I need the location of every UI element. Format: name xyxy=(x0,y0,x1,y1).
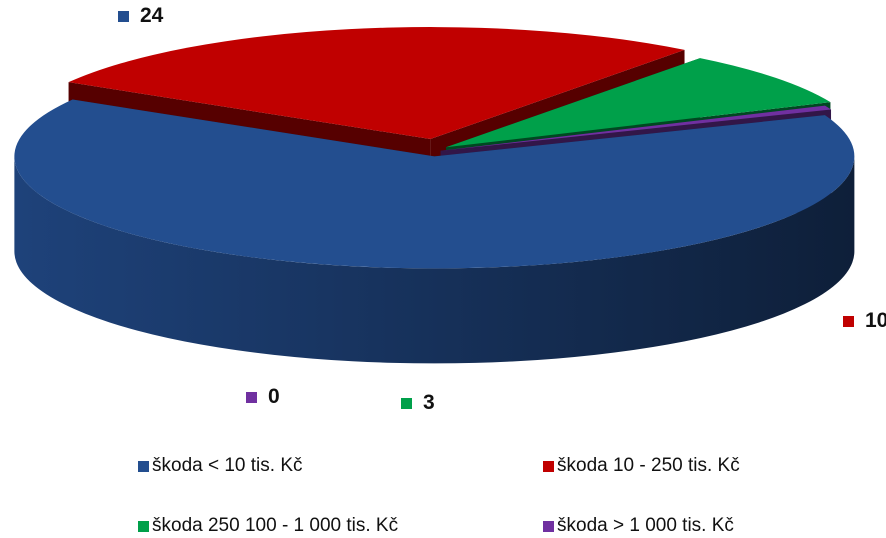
data-label-2: 3 xyxy=(423,391,435,414)
legend-swatch-250-1000 xyxy=(138,520,149,532)
legend-swatch-10-250 xyxy=(543,460,554,472)
legend-label-over-1000: škoda > 1 000 tis. Kč xyxy=(557,515,734,536)
data-label-1: 10 xyxy=(865,309,886,332)
legend-item-10-250: škoda 10 - 250 tis. Kč xyxy=(543,455,740,477)
legend-item-under-10: škoda < 10 tis. Kč xyxy=(138,455,303,477)
legend-item-250-1000: škoda 250 100 - 1 000 tis. Kč xyxy=(138,515,398,537)
legend-swatch-over-1000 xyxy=(543,520,554,532)
data-label-marker-1 xyxy=(843,316,854,327)
legend-label-250-1000: škoda 250 100 - 1 000 tis. Kč xyxy=(152,515,399,536)
data-label-0: 24 xyxy=(140,4,164,27)
data-label-marker-2 xyxy=(401,398,412,409)
legend-label-under-10: škoda < 10 tis. Kč xyxy=(152,455,303,476)
legend-swatch-under-10 xyxy=(138,460,149,472)
pie-slice-0 xyxy=(14,99,855,364)
data-label-3: 0 xyxy=(268,385,280,408)
data-label-marker-0 xyxy=(118,11,129,22)
legend-item-over-1000: škoda > 1 000 tis. Kč xyxy=(543,515,734,537)
data-label-marker-3 xyxy=(246,392,257,403)
legend-label-10-250: škoda 10 - 250 tis. Kč xyxy=(557,455,740,476)
